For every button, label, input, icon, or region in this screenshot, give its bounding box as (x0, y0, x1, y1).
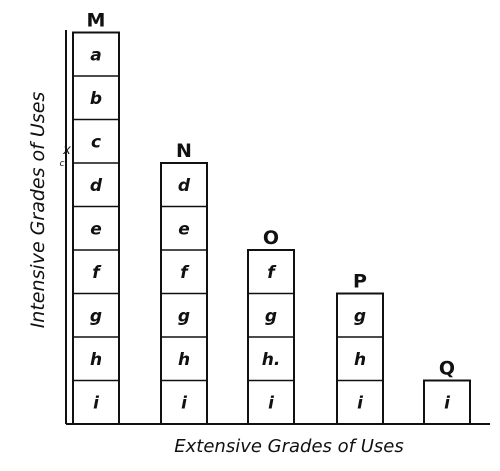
cell-label: g (178, 306, 190, 326)
column-outline (336, 292, 384, 425)
cell-label: i (268, 393, 275, 413)
cell-label: i (93, 393, 100, 413)
y-annotation-mark: x (62, 143, 71, 158)
column-name-m: M (87, 10, 106, 32)
cell-label: e (178, 219, 190, 239)
column-o: f g h. i O (247, 227, 295, 425)
y-axis-label: Intensive Grades of Uses (27, 92, 49, 329)
cell-label: i (357, 393, 364, 413)
cell-label: i (444, 393, 451, 413)
cell-label: d (178, 176, 191, 196)
cell-label: i (181, 393, 188, 413)
cell-label: g (265, 306, 277, 326)
column-n: d e f g h i N (160, 140, 208, 425)
cell-label: h (178, 350, 190, 370)
column-name-o: O (263, 227, 279, 249)
cell-label: g (90, 306, 102, 326)
cell-label: e (90, 219, 102, 239)
column-m: a b c d e f g h i M (72, 10, 120, 425)
column-name-p: P (353, 271, 367, 293)
column-outline (423, 379, 471, 425)
cell-label: h. (262, 350, 281, 370)
cell-label: c (91, 132, 101, 152)
cell-label: f (180, 263, 190, 283)
cell-label: h (90, 350, 102, 370)
cell-label: b (90, 89, 102, 109)
cell-label: g (354, 306, 366, 326)
column-name-q: Q (439, 358, 455, 380)
column-name-n: N (176, 140, 192, 162)
column-q: iQ (423, 358, 471, 425)
cell-label: a (90, 45, 101, 65)
y-annotation-subscript: c (60, 159, 65, 169)
cell-label: h (354, 350, 366, 370)
cell-label: f (92, 263, 102, 283)
column-outline (72, 31, 120, 425)
x-axis-label: Extensive Grades of Uses (174, 436, 403, 457)
column-p: g h i P (336, 271, 384, 425)
cell-label: d (90, 176, 103, 196)
cell-label: f (267, 263, 277, 283)
